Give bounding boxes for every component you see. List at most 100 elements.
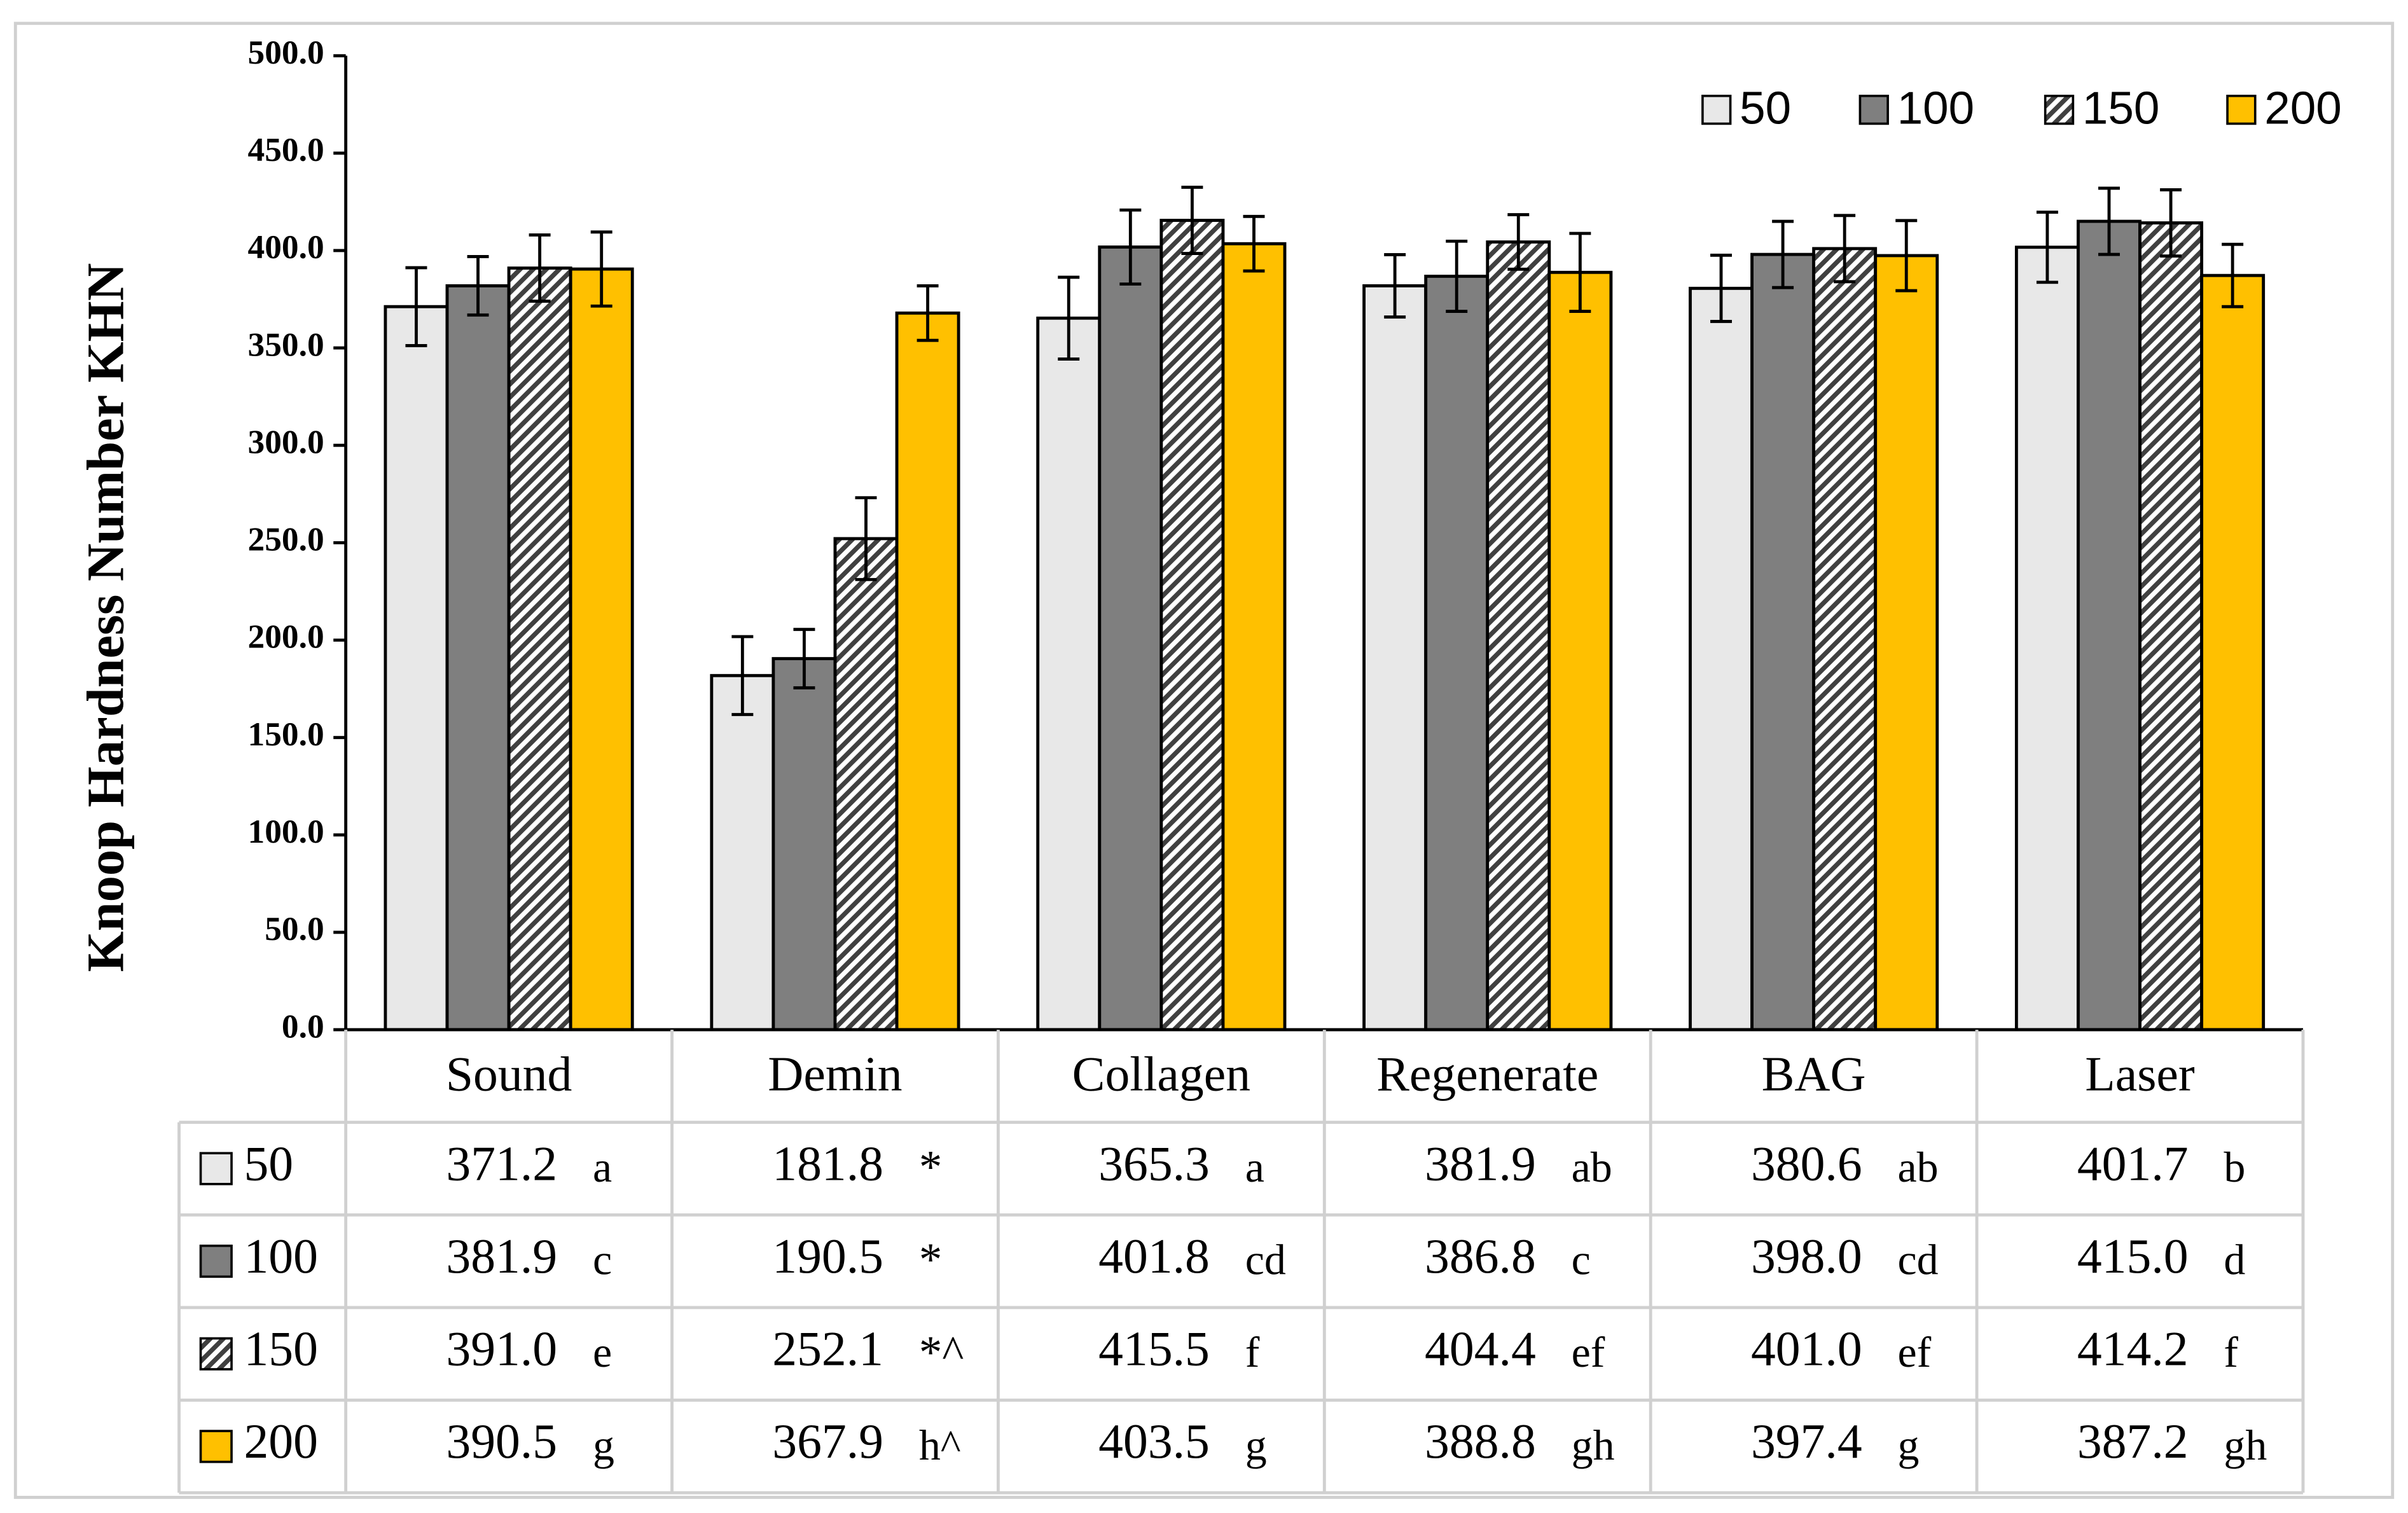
table-value: 387.2 <box>2077 1414 2189 1468</box>
table-series-label: 50 <box>244 1136 293 1191</box>
significance-label: f <box>1245 1328 1260 1376</box>
bar <box>2014 245 2080 1032</box>
y-axis-label: Knoop Hardness Number KHN <box>76 263 135 972</box>
x-tick-label: Collagen <box>1072 1047 1250 1102</box>
bar <box>1036 316 1102 1032</box>
error-bar <box>1772 219 1794 289</box>
table-value: 367.9 <box>772 1414 883 1468</box>
table-value: 397.4 <box>1751 1414 1862 1468</box>
error-bar <box>2098 186 2120 256</box>
bar <box>1159 219 1225 1032</box>
significance-label: ef <box>1897 1328 1931 1376</box>
significance-label: b <box>2224 1143 2245 1191</box>
significance-label: cd <box>1245 1236 1286 1284</box>
legend-label: 150 <box>2082 82 2159 134</box>
error-bar <box>2160 188 2182 258</box>
legend-label: 100 <box>1897 82 1974 134</box>
x-tick-label: Regenerate <box>1376 1047 1598 1102</box>
table-value: 381.9 <box>1425 1136 1536 1191</box>
bar <box>507 266 572 1032</box>
table-value: 371.2 <box>446 1136 557 1191</box>
table-value: 398.0 <box>1751 1229 1862 1283</box>
table-series-label: 100 <box>244 1229 317 1283</box>
bar <box>895 311 960 1032</box>
table-value: 181.8 <box>772 1136 883 1191</box>
bar <box>2138 221 2204 1032</box>
x-tick-label: Sound <box>446 1047 572 1102</box>
bar <box>2200 273 2266 1032</box>
y-tick-label: 100.0 <box>248 812 324 850</box>
table-value: 391.0 <box>446 1322 557 1376</box>
significance-label: * <box>919 1234 942 1285</box>
significance-label: a <box>1245 1143 1264 1191</box>
bar <box>1874 254 1939 1032</box>
error-bar <box>731 635 754 716</box>
significance-label: g <box>1245 1421 1267 1469</box>
error-bar <box>917 284 939 342</box>
bar <box>445 284 511 1032</box>
legend-swatch <box>1701 94 1732 125</box>
table-value: 390.5 <box>446 1414 557 1468</box>
bar <box>384 305 449 1032</box>
significance-label: *^ <box>919 1326 964 1378</box>
table-value: 381.9 <box>446 1229 557 1283</box>
error-bar <box>1710 253 1733 323</box>
bar <box>1547 270 1613 1032</box>
significance-label: ef <box>1572 1328 1605 1376</box>
error-bar <box>855 496 877 581</box>
table-value: 252.1 <box>772 1322 883 1376</box>
error-bar <box>1895 219 1918 293</box>
table-series-label: 150 <box>244 1322 317 1376</box>
bar <box>1812 247 1878 1032</box>
significance-label: g <box>593 1421 614 1469</box>
table-value: 388.8 <box>1425 1414 1536 1468</box>
bar <box>1098 245 1163 1032</box>
table-value: 401.0 <box>1751 1322 1862 1376</box>
table-value: 365.3 <box>1098 1136 1210 1191</box>
error-bar <box>1569 231 1591 313</box>
significance-label: h^ <box>919 1421 961 1469</box>
error-bar <box>529 233 551 303</box>
x-tick-label: Demin <box>768 1047 902 1102</box>
table-value: 415.5 <box>1098 1322 1210 1376</box>
legend-swatch <box>1858 94 1889 125</box>
significance-label: c <box>1572 1236 1591 1284</box>
significance-label: ab <box>1897 1143 1938 1191</box>
y-tick-label: 450.0 <box>248 130 324 169</box>
table-value: 414.2 <box>2077 1322 2189 1376</box>
error-bar <box>1446 239 1468 313</box>
legend-swatch <box>2044 94 2075 125</box>
bar <box>710 674 775 1032</box>
error-bar <box>1243 214 1265 273</box>
table-swatch <box>199 1430 233 1463</box>
error-bar <box>2222 242 2244 308</box>
y-tick-label: 500.0 <box>248 33 324 71</box>
error-bar <box>1834 214 1856 284</box>
table-series-label: 200 <box>244 1414 317 1468</box>
bar <box>1221 242 1287 1032</box>
significance-label: gh <box>1572 1421 1615 1469</box>
significance-label: gh <box>2224 1421 2267 1469</box>
bar <box>1424 274 1490 1032</box>
y-tick-label: 250.0 <box>248 520 324 558</box>
bar <box>569 267 634 1032</box>
significance-label: d <box>2224 1236 2245 1284</box>
bar <box>1750 252 1816 1032</box>
bar <box>1486 240 1551 1032</box>
table-swatch <box>199 1152 233 1185</box>
table-value: 401.7 <box>2077 1136 2189 1191</box>
error-bar <box>793 628 815 689</box>
significance-label: cd <box>1897 1236 1938 1284</box>
significance-label: c <box>593 1236 612 1284</box>
y-tick-label: 350.0 <box>248 325 324 363</box>
table-value: 190.5 <box>772 1229 883 1283</box>
y-tick-label: 50.0 <box>265 909 324 948</box>
table-value: 403.5 <box>1098 1414 1210 1468</box>
y-tick-label: 0.0 <box>282 1007 324 1045</box>
error-bar <box>1119 208 1142 286</box>
error-bar <box>1181 185 1203 255</box>
significance-label: e <box>593 1328 612 1376</box>
significance-label: g <box>1897 1421 1919 1469</box>
bar <box>2077 219 2142 1032</box>
